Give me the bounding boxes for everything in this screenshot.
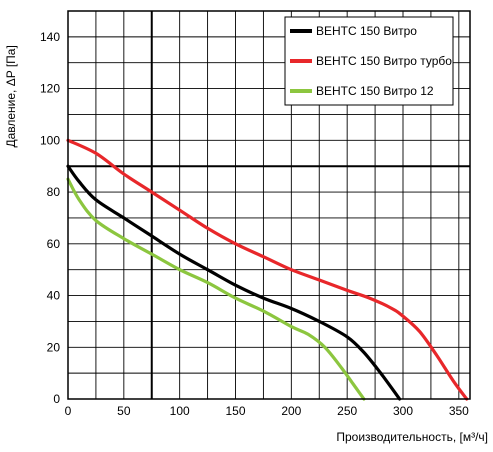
y-tick-label: 80	[47, 185, 61, 199]
y-tick-label: 0	[53, 392, 60, 406]
x-tick-label: 200	[281, 404, 301, 418]
y-tick-label: 20	[47, 340, 61, 354]
legend-label-1: ВЕНТС 150 Витро	[316, 24, 417, 38]
series-line-2	[66, 138, 469, 401]
x-tick-labels: 0 50 100 150 200 250 300 350	[65, 404, 470, 418]
x-tick-label: 300	[393, 404, 413, 418]
x-tick-label: 100	[170, 404, 190, 418]
y-tick-label: 100	[40, 133, 60, 147]
y-tick-labels: 0 20 40 60 80 100 120 140	[40, 30, 60, 406]
crosshair-lines	[68, 11, 470, 399]
x-tick-label: 350	[449, 404, 469, 418]
y-tick-label: 60	[47, 237, 61, 251]
legend-label-3: ВЕНТС 150 Витро 12	[316, 84, 434, 98]
x-tick-label: 250	[337, 404, 357, 418]
y-tick-label: 140	[40, 30, 60, 44]
legend-box	[284, 16, 454, 106]
series-lines	[66, 138, 469, 401]
series-line-1	[66, 164, 402, 401]
y-tick-label: 40	[47, 289, 61, 303]
x-axis-title: Производительность, [м³/ч]	[336, 430, 488, 444]
y-axis-title: Давление, ΔP [Па]	[4, 45, 18, 147]
x-tick-label: 0	[65, 404, 72, 418]
series-line-3	[66, 177, 366, 401]
x-tick-label: 150	[225, 404, 245, 418]
legend: ВЕНТС 150 Витро ВЕНТС 150 Витро турбо ВЕНТ…	[284, 16, 454, 106]
legend-label-2: ВЕНТС 150 Витро турбо	[316, 54, 452, 68]
y-tick-label: 120	[40, 82, 60, 96]
x-tick-label: 50	[117, 404, 131, 418]
plot-frame	[67, 10, 471, 400]
